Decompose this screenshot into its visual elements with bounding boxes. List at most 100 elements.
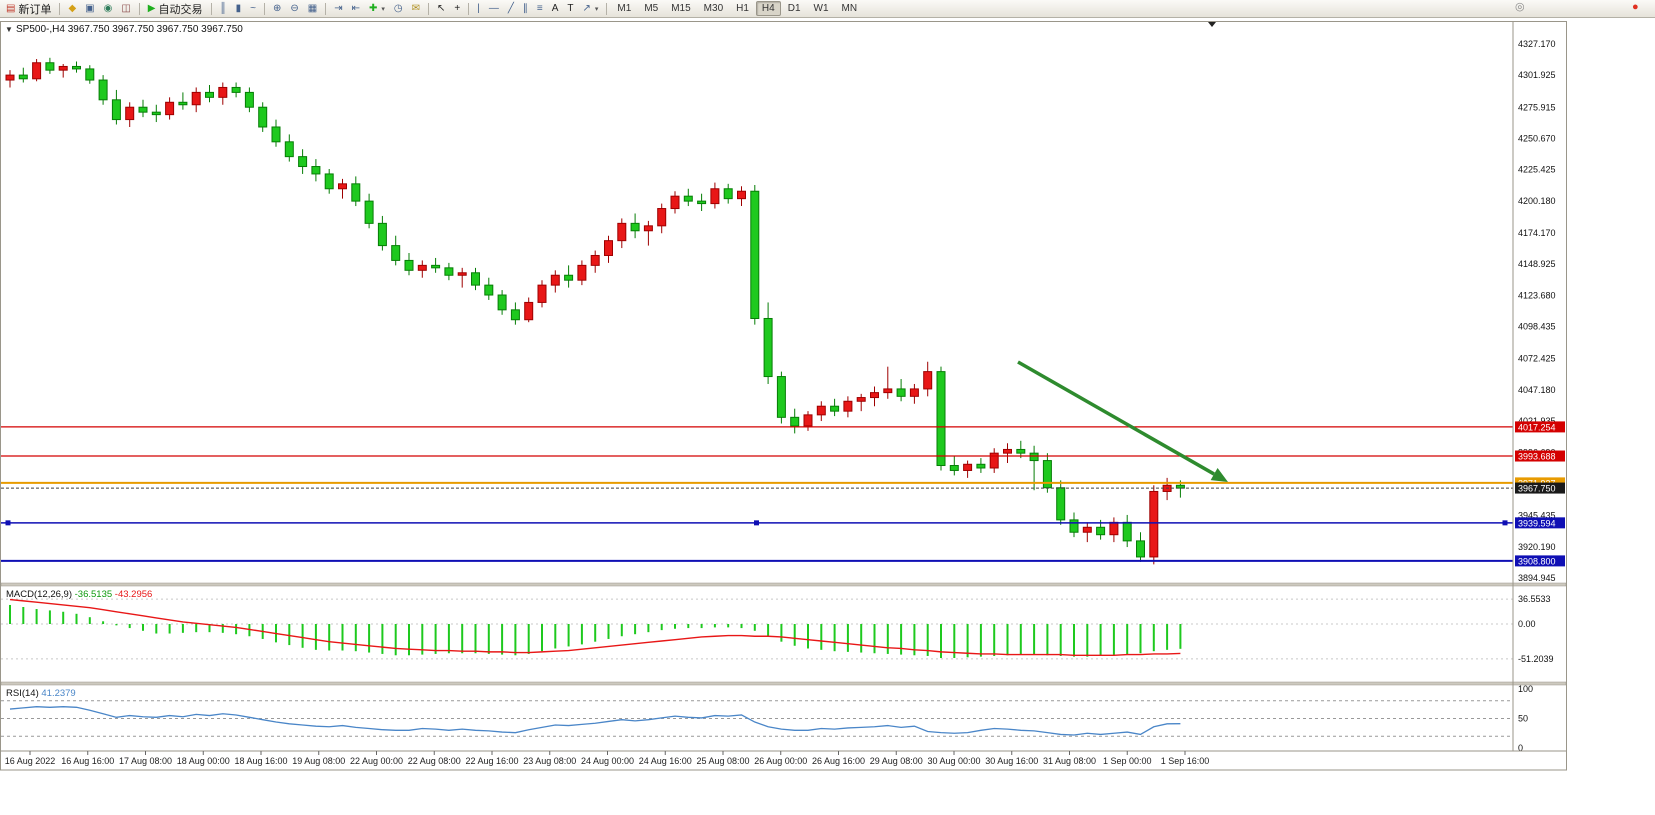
- zoom-in-icon[interactable]: ⊕: [269, 1, 285, 17]
- time-axis-label: 16 Aug 2022: [5, 756, 56, 766]
- timeframe-m15[interactable]: M15: [671, 3, 691, 14]
- timeframe-mn[interactable]: MN: [841, 3, 858, 14]
- candle: [111, 99, 121, 121]
- timeframe-m1[interactable]: M1: [617, 3, 632, 14]
- cursor-icon[interactable]: ↖: [433, 1, 449, 17]
- chart-shift-icon[interactable]: ⇤: [348, 1, 364, 17]
- macd-label: MACD(12,26,9) -36.5135 -43.2956: [6, 589, 152, 600]
- toolbar-separator: [138, 2, 140, 15]
- timeframe-h4[interactable]: H4: [755, 1, 781, 16]
- line-selection-handle[interactable]: [1502, 520, 1508, 526]
- time-axis-label: 29 Aug 08:00: [870, 756, 923, 766]
- price-badge-label: 3967.750: [1518, 484, 1556, 494]
- price-axis-label: 4174.170: [1518, 228, 1556, 238]
- period-clock-icon[interactable]: ◷: [390, 1, 407, 17]
- horizontal-line-icon[interactable]: —: [485, 1, 503, 17]
- autotrading-button[interactable]: ▶ 自动交易: [144, 1, 207, 17]
- candle: [1149, 490, 1159, 558]
- price-axis-label: 4225.425: [1518, 165, 1556, 175]
- dropdown-arrow-icon: ▾: [381, 5, 385, 13]
- channel-icon[interactable]: ∥: [519, 1, 532, 17]
- rsi-label: RSI(14) 41.2379: [6, 688, 76, 699]
- candle: [151, 111, 161, 116]
- text-icon[interactable]: A: [548, 1, 563, 17]
- navigator-icon[interactable]: ◉: [100, 1, 117, 17]
- panel-splitter[interactable]: [0, 582, 1567, 587]
- candle: [417, 264, 427, 271]
- candle: [218, 86, 228, 98]
- auto-scroll-icon: ⇥: [334, 2, 343, 14]
- candle: [58, 65, 68, 71]
- candlestick-chart-icon: ▮: [235, 2, 242, 14]
- candle: [497, 294, 507, 311]
- time-axis-label: 24 Aug 16:00: [639, 756, 692, 766]
- candle: [1082, 526, 1092, 533]
- price-axis-label: 4148.925: [1518, 259, 1556, 269]
- candle: [404, 259, 414, 271]
- candle: [258, 106, 268, 128]
- quick-search-icon[interactable]: ◎: [1515, 1, 1525, 13]
- vertical-line-icon[interactable]: |: [473, 1, 484, 17]
- crosshair-icon: +: [454, 2, 461, 14]
- auto-scroll-icon[interactable]: ⇥: [330, 1, 346, 17]
- candle: [643, 225, 653, 232]
- price-axis-label: 4275.915: [1518, 102, 1556, 112]
- timeframe-m30[interactable]: M30: [703, 3, 724, 14]
- arrows-tool-icon[interactable]: ↗ ▾: [579, 1, 603, 17]
- scroll-to-end-marker[interactable]: [1208, 22, 1216, 27]
- candle: [1029, 452, 1039, 462]
- price-scale[interactable]: [1514, 22, 1566, 751]
- candle: [45, 62, 55, 71]
- zoom-out-icon[interactable]: ⊖: [286, 1, 302, 17]
- candle: [790, 416, 800, 427]
- candle: [271, 126, 281, 143]
- candlestick-chart-icon[interactable]: ▮: [232, 1, 246, 17]
- crosshair-icon[interactable]: +: [450, 1, 464, 17]
- timeframe-m5[interactable]: M5: [644, 3, 659, 14]
- notification-icon[interactable]: ●: [1632, 1, 1639, 13]
- trendline-icon[interactable]: ╱: [504, 1, 518, 17]
- candle: [298, 156, 308, 168]
- candle: [338, 183, 347, 190]
- timeframe-w1[interactable]: W1: [813, 3, 829, 14]
- mail-icon: ✉: [411, 2, 420, 14]
- terminal-icon[interactable]: ◫: [117, 1, 134, 17]
- rsi-axis-label: 50: [1518, 714, 1528, 724]
- candle: [963, 463, 973, 471]
- trend-arrow[interactable]: [1017, 360, 1215, 476]
- chart-canvas[interactable]: 4327.170 4301.925 4275.915 4250.670 4225.425…: [0, 18, 1655, 815]
- line-selection-handle[interactable]: [754, 520, 759, 526]
- tile-windows-icon: ▦: [307, 2, 318, 14]
- dropdown-arrow-icon: ▾: [594, 5, 599, 13]
- time-axis-label: 30 Aug 16:00: [985, 756, 1038, 766]
- trend-arrow-head[interactable]: [1210, 467, 1228, 482]
- time-axis[interactable]: [1, 751, 1566, 769]
- data-window-icon[interactable]: ▣: [81, 1, 98, 17]
- line-chart-icon[interactable]: ~: [246, 1, 260, 17]
- candle: [457, 272, 467, 276]
- timeframe-h1[interactable]: H1: [736, 3, 749, 14]
- line-selection-handle[interactable]: [5, 520, 11, 526]
- vertical-line-icon: |: [477, 2, 480, 14]
- fibonacci-icon[interactable]: ≡: [533, 1, 547, 17]
- time-axis-label: 31 Aug 08:00: [1043, 756, 1096, 766]
- candle: [351, 183, 361, 202]
- text-label-icon[interactable]: T: [563, 1, 577, 17]
- new-chart-button[interactable]: ✚ ▾: [365, 1, 389, 17]
- panel-splitter[interactable]: [0, 681, 1567, 686]
- candle: [830, 405, 840, 412]
- timeframe-d1[interactable]: D1: [787, 3, 801, 14]
- candle: [1069, 519, 1079, 533]
- price-axis-label: 4200.180: [1518, 196, 1556, 206]
- tile-windows-icon[interactable]: ▦: [304, 1, 321, 17]
- bar-chart-icon[interactable]: ║: [216, 1, 231, 17]
- new-order-button[interactable]: ▤ 新订单: [2, 1, 55, 17]
- time-axis-label: 25 Aug 08:00: [696, 756, 749, 766]
- price-axis-label: 4123.680: [1518, 290, 1556, 300]
- market-watch-icon[interactable]: ◆: [64, 1, 80, 17]
- time-axis-label: 18 Aug 16:00: [234, 756, 287, 766]
- mail-icon[interactable]: ✉: [408, 1, 424, 17]
- navigator-icon: ◉: [103, 2, 113, 14]
- chart-plot-area[interactable]: [1, 36, 1513, 583]
- trendline-icon: ╱: [507, 2, 514, 14]
